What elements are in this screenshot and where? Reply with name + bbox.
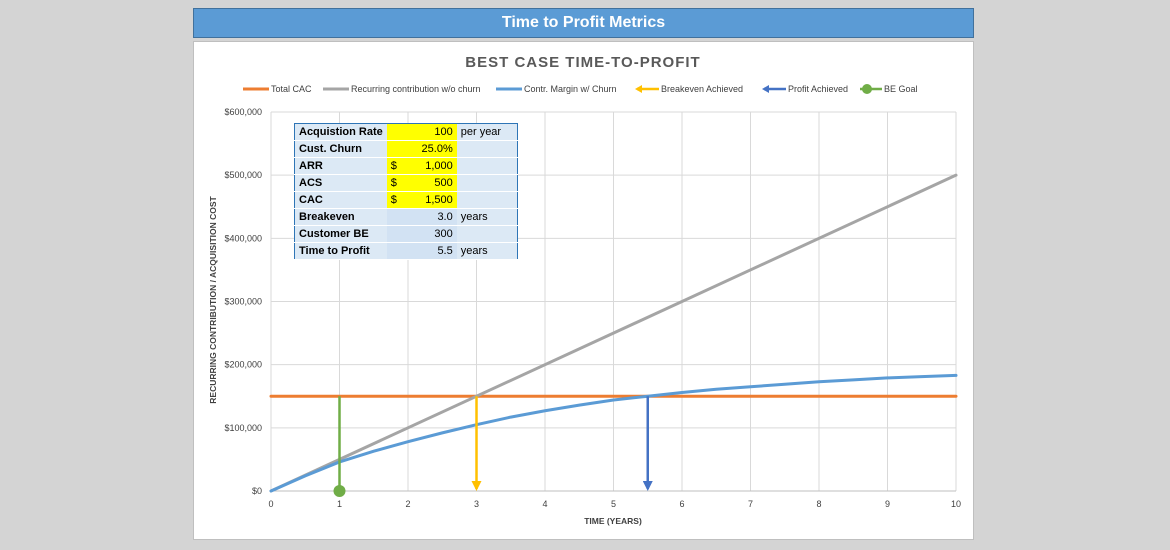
metric-value: 5.5 <box>406 242 457 260</box>
legend-label: Recurring contribution w/o churn <box>351 84 481 94</box>
legend-item: Breakeven Achieved <box>635 84 743 94</box>
x-tick-label: 6 <box>679 499 684 509</box>
legend-dot <box>862 84 872 94</box>
metric-value: 100 <box>406 123 457 141</box>
metric-currency <box>386 225 407 243</box>
legend-item: BE Goal <box>860 84 918 94</box>
metrics-row: Customer BE 300 <box>294 225 518 243</box>
x-tick-label: 3 <box>474 499 479 509</box>
metric-label: Customer BE <box>294 225 387 243</box>
metric-unit <box>456 157 518 175</box>
y-tick-label: $400,000 <box>224 233 262 243</box>
metric-label: Breakeven <box>294 208 387 226</box>
metric-label: Cust. Churn <box>294 140 387 158</box>
legend-label: Profit Achieved <box>788 84 848 94</box>
series-line <box>269 373 958 493</box>
chart-banner: Time to Profit Metrics <box>193 8 974 38</box>
metrics-row: CAC $1,500 <box>294 191 518 209</box>
series-line <box>269 173 958 493</box>
metric-label: ARR <box>294 157 387 175</box>
legend-item: Profit Achieved <box>762 84 848 94</box>
x-tick-label: 1 <box>337 499 342 509</box>
metric-unit <box>456 140 518 158</box>
metrics-row: Acquistion Rate 100 per year <box>294 123 518 141</box>
y-tick-label: $0 <box>252 486 262 496</box>
legend-arrowhead <box>762 85 769 93</box>
metric-value: 300 <box>406 225 457 243</box>
x-tick-label: 9 <box>885 499 890 509</box>
x-tick-label: 7 <box>748 499 753 509</box>
legend-item: Recurring contribution w/o churn <box>323 84 481 94</box>
metric-currency <box>386 242 407 260</box>
metric-value: 3.0 <box>406 208 457 226</box>
chart-grid <box>270 111 957 492</box>
x-tick-label: 5 <box>611 499 616 509</box>
x-tick-label: 10 <box>951 499 961 509</box>
metric-unit: years <box>456 242 518 260</box>
x-tick-label: 4 <box>542 499 547 509</box>
metric-label: ACS <box>294 174 387 192</box>
metric-currency <box>386 123 407 141</box>
y-tick-label: $600,000 <box>224 107 262 117</box>
y-tick-label: $300,000 <box>224 297 262 307</box>
legend-item: Contr. Margin w/ Churn <box>496 84 617 94</box>
metric-label: Acquistion Rate <box>294 123 387 141</box>
legend-label: Total CAC <box>271 84 312 94</box>
legend-arrowhead <box>635 85 642 93</box>
y-axis-label: RECURRING CONTRIBUTION / ACQUISITION COS… <box>208 195 218 403</box>
legend-label: Breakeven Achieved <box>661 84 743 94</box>
metric-currency: $ <box>386 191 407 209</box>
metrics-row: Time to Profit 5.5 years <box>294 242 518 260</box>
y-tick-label: $500,000 <box>224 170 262 180</box>
x-tick-label: 8 <box>816 499 821 509</box>
metrics-row: ARR $1,000 <box>294 157 518 175</box>
metric-unit: years <box>456 208 518 226</box>
chart-title: BEST CASE TIME-TO-PROFIT <box>465 54 700 71</box>
metrics-row: Cust. Churn 25.0% <box>294 140 518 158</box>
metric-unit: per year <box>456 123 518 141</box>
metrics-row: Breakeven 3.0 years <box>294 208 518 226</box>
metric-value: 500 <box>406 174 457 192</box>
legend-item: Total CAC <box>243 84 312 94</box>
legend-label: Contr. Margin w/ Churn <box>524 84 617 94</box>
metric-currency <box>386 208 407 226</box>
chart-series <box>269 173 958 497</box>
x-axis-label: TIME (YEARS) <box>584 516 642 526</box>
metric-value: 1,000 <box>406 157 457 175</box>
metric-unit <box>456 174 518 192</box>
metric-currency <box>386 140 407 158</box>
chart-legend: Total CAC Recurring contribution w/o chur… <box>243 84 918 94</box>
metric-label: Time to Profit <box>294 242 387 260</box>
legend-label: BE Goal <box>884 84 918 94</box>
metric-currency: $ <box>386 157 407 175</box>
metric-unit <box>456 191 518 209</box>
metrics-row: ACS $500 <box>294 174 518 192</box>
chart-ticks: $0 $100,000 $200,000 $300,000 $400,000 $500,0… <box>224 107 961 509</box>
metrics-table: Acquistion Rate 100 per year Cust. Churn 25.… <box>294 123 518 260</box>
metric-label: CAC <box>294 191 387 209</box>
metric-value: 1,500 <box>406 191 457 209</box>
y-tick-label: $200,000 <box>224 360 262 370</box>
metric-unit <box>456 225 518 243</box>
metric-value: 25.0% <box>406 140 457 158</box>
y-tick-label: $100,000 <box>224 423 262 433</box>
marker-dot <box>333 485 346 497</box>
x-tick-label: 0 <box>268 499 273 509</box>
x-tick-label: 2 <box>405 499 410 509</box>
metric-currency: $ <box>386 174 407 192</box>
